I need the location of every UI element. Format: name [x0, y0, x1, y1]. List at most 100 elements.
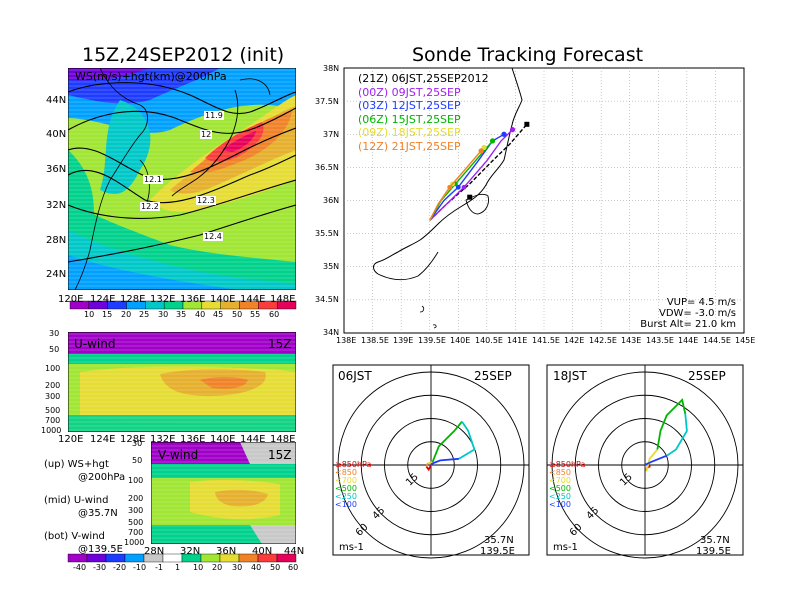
lon-tick: 143E	[621, 336, 642, 345]
hodo-legend-item: <700	[335, 476, 357, 485]
lat-tick: 38N	[323, 64, 340, 73]
p-tick: 100	[128, 476, 144, 485]
hodo-legend-item: <850	[335, 468, 357, 477]
hodo1-lon: 139.5E	[480, 546, 515, 557]
ws-tick: 55	[250, 310, 261, 319]
ws-tick: 25	[139, 310, 150, 319]
lon-tick: 132E	[150, 294, 176, 305]
note-a: (up) WS+hgt	[44, 459, 109, 470]
lon-tick: 148E	[270, 294, 296, 305]
track-end-marker	[501, 131, 507, 137]
hodograph-line	[425, 464, 432, 472]
wind-tick: -10	[133, 563, 147, 572]
lon-tick: 139.5E	[418, 336, 446, 345]
ws-tick: 15	[102, 310, 113, 319]
lon-tick: 132E	[150, 434, 176, 445]
legend-item: (03Z) 12JST,25SEP	[358, 99, 489, 113]
p-tick: 200	[45, 381, 61, 390]
wind-colorbar-cell	[276, 553, 297, 563]
hodograph-line	[430, 457, 459, 466]
hodograph-line	[656, 398, 687, 450]
lon-tick: 141E	[507, 336, 528, 345]
lon-tick: 144E	[678, 336, 699, 345]
lat-tick: 40N	[46, 129, 67, 140]
lat-tick: 40N	[252, 546, 273, 557]
lon-tick: 143.5E	[646, 336, 674, 345]
legend-zulu: (09Z)	[358, 126, 389, 139]
lat-tick: 35N	[323, 262, 340, 271]
contour-label: 12.4	[203, 232, 223, 241]
v-wind-field	[151, 442, 296, 544]
p-tick: 1000	[41, 426, 62, 435]
lon-tick: 139E	[393, 336, 414, 345]
lat-tick: 44N	[46, 95, 67, 106]
note-b: @35.7N	[78, 508, 118, 519]
hodo-legend-item: <100	[549, 500, 571, 509]
ws-tick: 10	[84, 310, 95, 319]
hodograph-line	[644, 454, 668, 466]
wind-tick: -20	[113, 563, 127, 572]
sonde-params: VUP= 4.5 m/s VDW= -3.0 m/s Burst Alt= 21…	[640, 297, 736, 330]
contour-label: 12.2	[140, 202, 160, 211]
note-a: (mid) U-wind	[44, 495, 109, 506]
lon-tick: 142.5E	[589, 336, 617, 345]
wind-colorbar-cell	[124, 553, 145, 563]
lat-tick: 34.5N	[315, 295, 339, 304]
lat-tick: 36N	[216, 546, 237, 557]
lon-tick: 141.5E	[532, 336, 560, 345]
hodograph-line	[645, 448, 659, 472]
panel-notes: (up) WS+hgt @200hPa (mid) U-wind @35.7N …	[44, 458, 125, 556]
lat-tick: 32N	[46, 200, 67, 211]
ws-tick: 35	[176, 310, 187, 319]
hodograph-line	[458, 421, 476, 460]
track-marker	[447, 184, 453, 190]
lon-tick: 128E	[120, 294, 146, 305]
p-tick: 50	[132, 456, 143, 465]
lon-tick: 136E	[180, 294, 206, 305]
lon-tick: 120E	[58, 434, 84, 445]
right-title: Sonde Tracking Forecast	[412, 44, 644, 66]
track-marker	[455, 184, 461, 190]
lat-tick: 24N	[46, 269, 67, 280]
contour-label: 12.1	[143, 175, 163, 184]
track-marker	[461, 184, 467, 190]
hodograph-line	[427, 461, 433, 465]
wind-tick: 30	[232, 563, 243, 572]
hodograph-line	[425, 463, 429, 467]
hodo-legend-item: <250	[335, 492, 357, 501]
p-tick: 300	[45, 392, 61, 401]
ws-field	[68, 68, 296, 290]
lon-tick: 124E	[90, 294, 116, 305]
v-wind-time: 15Z	[268, 448, 292, 462]
legend-time: 15JST,25SEP	[391, 112, 461, 126]
lat-tick: 32N	[180, 546, 201, 557]
p-tick: 500	[128, 518, 144, 527]
legend-time: 12JST,25SEP	[391, 99, 461, 112]
u-wind-time: 15Z	[268, 337, 292, 351]
lon-tick: 120E	[58, 294, 84, 305]
ws-tick: 40	[195, 310, 206, 319]
wind-tick: 50	[270, 563, 281, 572]
contour-label: 12.3	[196, 196, 216, 205]
hodo1-lat: 35.7N	[484, 535, 514, 546]
note-b: @200hPa	[78, 472, 126, 483]
contour-label: 12	[200, 130, 213, 139]
lat-tick: 37.5N	[315, 97, 339, 106]
legend-zulu: (21Z)	[358, 72, 389, 85]
legend-zulu: (03Z)	[358, 99, 389, 112]
note-a: (bot) V-wind	[44, 531, 105, 542]
lon-tick: 142E	[564, 336, 585, 345]
wind-tick: 20	[212, 563, 223, 572]
hodo1-units: ms-1	[339, 542, 364, 553]
legend-time: 18JST,25SEP	[391, 126, 461, 139]
p-tick: 200	[128, 494, 144, 503]
p-tick: 700	[128, 528, 144, 537]
hodo-legend-item: ≥850hPa	[335, 460, 372, 469]
hodo1-time: 06JST	[338, 369, 372, 383]
lon-tick: 140E	[450, 336, 471, 345]
legend-time: 09JST,25SEP	[391, 85, 461, 99]
p-tick: 300	[128, 506, 144, 515]
lat-tick: 34N	[323, 328, 340, 337]
legend-item: (12Z) 21JST,25SEP	[358, 140, 489, 154]
